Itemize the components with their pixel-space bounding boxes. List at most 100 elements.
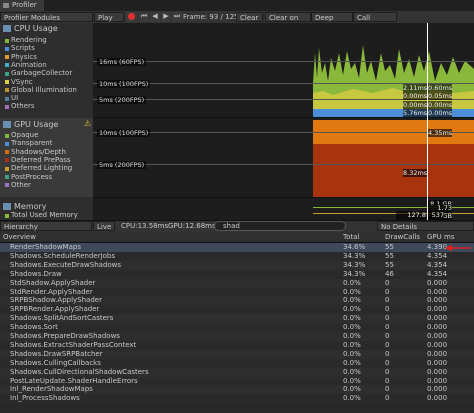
table-row[interactable]: StdShadow.ApplyShader 0.0% 0 0.000 <box>0 278 474 288</box>
table-cell: Shadows.SplitAndSortCasters <box>10 314 114 323</box>
readout: 4.35ms <box>428 129 453 137</box>
legend-label[interactable]: Shadows/Depth <box>11 147 66 156</box>
legend-label[interactable]: VSync <box>11 77 33 86</box>
details-dropdown[interactable]: No Details <box>377 221 474 231</box>
table-cell: 34.3% <box>343 269 366 278</box>
table-row[interactable]: SRPBShadow.ApplyShader 0.0% 0 0.000 <box>0 296 474 306</box>
legend-label[interactable]: GarbageCollector <box>11 69 73 78</box>
table-row[interactable]: PostLateUpdate.ShaderHandleErrors 0.0% 0 0.… <box>0 376 474 386</box>
table-row[interactable]: Shadows.DrawSRPBatcher 0.0% 0 0.000 <box>0 349 474 359</box>
table-row[interactable]: Shadows.Sort 0.0% 0 0.000 <box>0 323 474 333</box>
table-cell: 55 <box>385 243 394 251</box>
table-row[interactable]: Shadows.CullDirectionalShadowCasters 0.0%… <box>0 367 474 377</box>
annotation-arrow <box>445 244 471 252</box>
legend-swatch <box>5 55 9 60</box>
cpu-time: CPU:13.58ms <box>121 222 169 230</box>
table-row[interactable]: Shadows.Draw 34.3% 46 4.354 <box>0 269 474 279</box>
legend-label[interactable]: Scripts <box>11 44 35 53</box>
table-cell: 34.3% <box>343 251 366 260</box>
column-title[interactable]: GPU ms <box>427 233 455 241</box>
legend-label[interactable]: Physics <box>11 52 37 61</box>
legend-label[interactable]: Transparent <box>11 139 53 148</box>
legend-label[interactable]: Total Used Memory <box>11 211 78 219</box>
graphs <box>93 23 474 220</box>
table-row[interactable]: Inl_ProcessShadows 0.0% 0 0.000 <box>0 394 474 404</box>
live-toggle[interactable]: Live <box>93 221 115 231</box>
gpu-time: GPU:12.68ms <box>168 222 216 230</box>
legend-label[interactable]: PostProcess <box>11 172 53 181</box>
call-stacks-dropdown[interactable]: Call Stacks <box>353 12 397 32</box>
marker-label: 16ms (60FPS) <box>97 58 147 66</box>
legend-label[interactable]: Opaque <box>11 131 39 139</box>
legend-label[interactable]: Rendering <box>11 36 47 44</box>
record-icon <box>128 13 135 20</box>
table-cell: 4.354 <box>427 260 448 269</box>
tab[interactable] <box>0 0 44 11</box>
module-icon <box>3 203 11 210</box>
modules-dropdown[interactable]: Profiler Modules <box>0 12 93 22</box>
tab-label: Profiler <box>12 1 37 9</box>
table-cell: Shadows.ScheduleRenderJobs <box>10 251 116 260</box>
legend-swatch <box>5 38 9 43</box>
first-frame-button[interactable]: ⏮ <box>139 12 149 22</box>
legend-swatch <box>5 104 9 109</box>
next-frame-button[interactable]: ▶ <box>161 12 171 22</box>
last-frame-button[interactable]: ⏭ <box>172 12 182 22</box>
module-title: GPU Usage <box>14 120 59 129</box>
gpu-prepass-area <box>313 144 474 197</box>
column-title[interactable]: DrawCalls <box>385 233 420 241</box>
column-title[interactable]: Overview <box>3 233 36 241</box>
table-row[interactable]: Shadows.ExtractShaderPassContext 0.0% 0 0.0… <box>0 340 474 350</box>
table-cell: SRPBRender.ApplyShader <box>10 305 100 314</box>
prev-frame-button[interactable]: ◀ <box>150 12 160 22</box>
table-row[interactable]: Inl_RenderShadowMaps 0.0% 0 0.000 <box>0 385 474 395</box>
table-cell: StdRender.ApplyShader <box>10 287 93 296</box>
table-cell: 34.3% <box>343 260 366 269</box>
table-cell: 0.000 <box>427 358 448 367</box>
column-title[interactable]: Total <box>343 233 360 241</box>
table-cell: StdShadow.ApplyShader <box>10 278 96 287</box>
target-dropdown[interactable]: Play <box>94 12 124 22</box>
table-cell: Shadows.ExtractShaderPassContext <box>10 340 137 349</box>
readout: 0.00ms <box>428 108 453 117</box>
table-row[interactable]: Shadows.ExecuteDrawShadows 34.3% 55 4.354 <box>0 260 474 270</box>
search-field[interactable]: shad <box>214 221 346 231</box>
table-cell: 0.000 <box>427 376 448 385</box>
table-row[interactable]: SRPBRender.ApplyShader 0.0% 0 0.000 <box>0 305 474 315</box>
table-cell: Shadows.CullingCallbacks <box>10 358 101 367</box>
legend-label[interactable]: UI <box>11 94 19 103</box>
deep-profile-toggle[interactable]: Deep Profile <box>311 12 353 32</box>
marker-label: 10ms (100FPS) <box>97 129 151 137</box>
legend-swatch <box>5 214 9 218</box>
legend-label[interactable]: Global Illumination <box>11 85 77 94</box>
table-row[interactable]: Shadows.PrepareDrawShadows 0.0% 0 0.000 <box>0 332 474 341</box>
table-row[interactable]: RenderShadowMaps 34.6% 55 4.390 <box>0 243 474 252</box>
legend-label[interactable]: Animation <box>11 60 47 69</box>
legend-label[interactable]: Deferred PrePass <box>11 155 71 164</box>
marker-label: 5ms (200FPS) <box>97 96 147 104</box>
table-cell: 0.0% <box>343 278 361 287</box>
legend-label[interactable]: Deferred Lighting <box>11 164 73 173</box>
table-row[interactable]: Shadows.CullingCallbacks 0.0% 0 0.000 <box>0 358 474 368</box>
clear-on-play-toggle[interactable]: Clear on Play <box>265 12 311 32</box>
legend-swatch <box>5 71 9 76</box>
legend-swatch <box>5 96 9 101</box>
warning-icon[interactable]: ⚠ <box>84 119 92 128</box>
table-cell: 0 <box>385 314 390 323</box>
table-cell: 0.0% <box>343 287 361 296</box>
legend-label[interactable]: Others <box>11 102 35 111</box>
table-cell: 0 <box>385 278 390 287</box>
table-row[interactable]: StdRender.ApplyShader 0.0% 0 0.000 <box>0 287 474 297</box>
table-cell: 0 <box>385 340 390 349</box>
table-cell: 0.000 <box>427 287 448 296</box>
table-row[interactable]: Shadows.ScheduleRenderJobs 34.3% 55 4.354 <box>0 251 474 261</box>
table-cell: 0.0% <box>343 358 361 367</box>
table-cell: Shadows.CullDirectionalShadowCasters <box>10 367 149 376</box>
view-dropdown[interactable]: Hierarchy <box>0 221 92 231</box>
table-cell: 0.000 <box>427 323 448 332</box>
legend-label[interactable]: Other <box>11 180 31 189</box>
table-row[interactable]: Shadows.SplitAndSortCasters 0.0% 0 0.000 <box>0 314 474 324</box>
tab-bar <box>0 0 474 11</box>
clear-button[interactable]: Clear <box>236 12 263 22</box>
